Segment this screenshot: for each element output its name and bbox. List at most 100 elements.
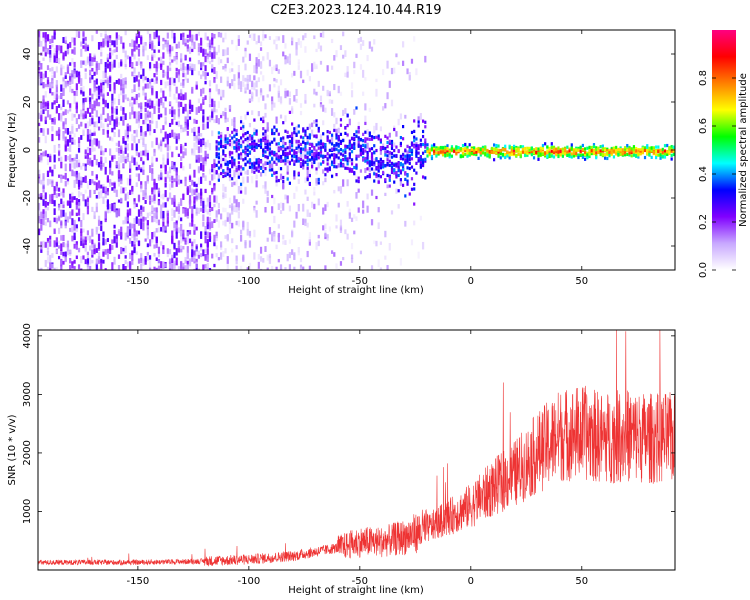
- spectrogram-cell: [80, 90, 83, 94]
- spectrogram-cell: [124, 245, 127, 254]
- spectrogram-cell: [135, 251, 138, 255]
- spectrogram-cell: [339, 152, 343, 156]
- spectrogram-cell: [268, 84, 272, 92]
- spectrogram-cell: [69, 107, 72, 112]
- spectrogram-cell: [410, 130, 414, 135]
- spectrogram-cell: [222, 144, 225, 149]
- spectrogram-cell: [42, 187, 45, 193]
- spectrogram-cell: [191, 151, 194, 156]
- spectrogram-cell: [308, 232, 311, 239]
- spectrogram-cell: [133, 40, 136, 47]
- spectrogram-cell: [60, 156, 63, 164]
- spectrogram-cell: [180, 92, 183, 101]
- spectrogram-cell: [231, 203, 234, 211]
- spectrogram-cell: [315, 154, 318, 158]
- spectrogram-cell: [264, 142, 267, 146]
- spectrogram-cell: [504, 144, 507, 148]
- spectrogram-cell: [146, 117, 149, 122]
- spectrogram-cell: [131, 143, 134, 151]
- spectrogram-cell: [77, 264, 81, 270]
- spectrogram-cell: [444, 154, 447, 158]
- spectrogram-cell: [180, 162, 183, 169]
- spectrogram-cell: [308, 152, 311, 157]
- spectrogram-cell: [297, 130, 300, 134]
- spectrogram-cell: [217, 147, 220, 151]
- spectrogram-cell: [204, 141, 207, 150]
- spectrogram-cell: [109, 182, 112, 187]
- spectrogram-cell: [279, 114, 283, 119]
- spectrogram-cell: [262, 163, 265, 169]
- spectrogram-cell: [546, 154, 549, 158]
- spectrogram-cell: [255, 166, 258, 170]
- spectrogram-cell: [53, 48, 56, 56]
- spectrogram-cell: [97, 233, 101, 242]
- spectrogram-cell: [146, 152, 149, 161]
- spectrogram-cell: [135, 61, 138, 66]
- spectrogram-cell: [60, 249, 63, 255]
- spectrogram-cell: [397, 149, 400, 154]
- spectrogram-cell: [224, 134, 227, 138]
- spectrogram-cell: [255, 132, 258, 136]
- spectrogram-cell: [268, 227, 272, 235]
- spectrogram-cell: [370, 219, 374, 226]
- spectrogram-cell: [368, 147, 371, 151]
- spectrogram-cell: [348, 118, 351, 126]
- spectrogram-cell: [410, 157, 414, 161]
- spectrogram-cell: [84, 68, 87, 72]
- spectrogram-cell: [668, 146, 671, 150]
- spectrogram-cell: [586, 155, 589, 160]
- spectrogram-cell: [368, 137, 371, 142]
- spectrogram-cell: [450, 145, 454, 149]
- spectrogram-cell: [655, 155, 658, 160]
- spectrogram-cell: [120, 79, 123, 88]
- spectrogram-cell: [433, 147, 436, 151]
- spectrogram-cell: [268, 162, 272, 168]
- spectrogram-cell: [184, 54, 187, 60]
- spectrogram-cell: [160, 204, 163, 213]
- spectrogram-cell: [77, 124, 81, 129]
- spectrogram-cell: [162, 226, 165, 233]
- spectrogram-cell: [426, 146, 429, 151]
- spectrogram-cell: [410, 141, 414, 145]
- spectrogram-cell: [255, 89, 258, 97]
- spectrogram-cell: [100, 58, 103, 65]
- spectrogram-cell: [455, 151, 458, 155]
- spectrogram-cell: [46, 266, 50, 270]
- spectrogram-cell: [379, 147, 383, 155]
- spectrogram-cell: [313, 203, 316, 210]
- spectrogram-cell: [133, 217, 136, 224]
- spectrogram-cell: [100, 189, 103, 195]
- spectrogram-cell: [131, 49, 134, 56]
- spectrogram-cell: [271, 66, 274, 75]
- spectrogram-cell: [257, 253, 260, 260]
- spectrogram-cell: [164, 182, 167, 188]
- spectrogram-cell: [646, 151, 649, 155]
- spectrogram-cell: [368, 175, 371, 179]
- spectrogram-cell: [295, 154, 298, 158]
- spectrogram-cell: [255, 145, 258, 149]
- spectrogram-cell: [60, 204, 63, 209]
- spectrogram-cell: [306, 166, 309, 170]
- spectrogram-cell: [231, 207, 234, 215]
- spectrogram-cell: [473, 152, 476, 156]
- spectrogram-cell: [42, 102, 45, 109]
- snr-frame: [37, 329, 676, 571]
- spectrogram-cell: [211, 111, 214, 118]
- spectrogram-cell: [322, 132, 325, 136]
- spectrogram-cell: [166, 220, 169, 227]
- spectrogram-cell: [277, 258, 280, 263]
- spectrogram-cell: [364, 121, 367, 126]
- spectrogram-cell: [408, 166, 411, 171]
- spectrogram-cell: [113, 89, 116, 94]
- spectrogram-cell: [584, 152, 587, 156]
- spectrogram-cell: [299, 162, 303, 166]
- spectrogram-cell: [237, 64, 240, 73]
- spectrogram-cell: [69, 250, 72, 257]
- spectrogram-cell: [366, 193, 369, 200]
- spectrogram-cell: [330, 142, 334, 146]
- x-tick-label: 50: [575, 276, 588, 287]
- spectrogram-cell: [226, 160, 229, 164]
- spectrogram-cell: [317, 234, 320, 239]
- spectrogram-cell: [288, 161, 292, 166]
- spectrogram-cell: [282, 140, 285, 146]
